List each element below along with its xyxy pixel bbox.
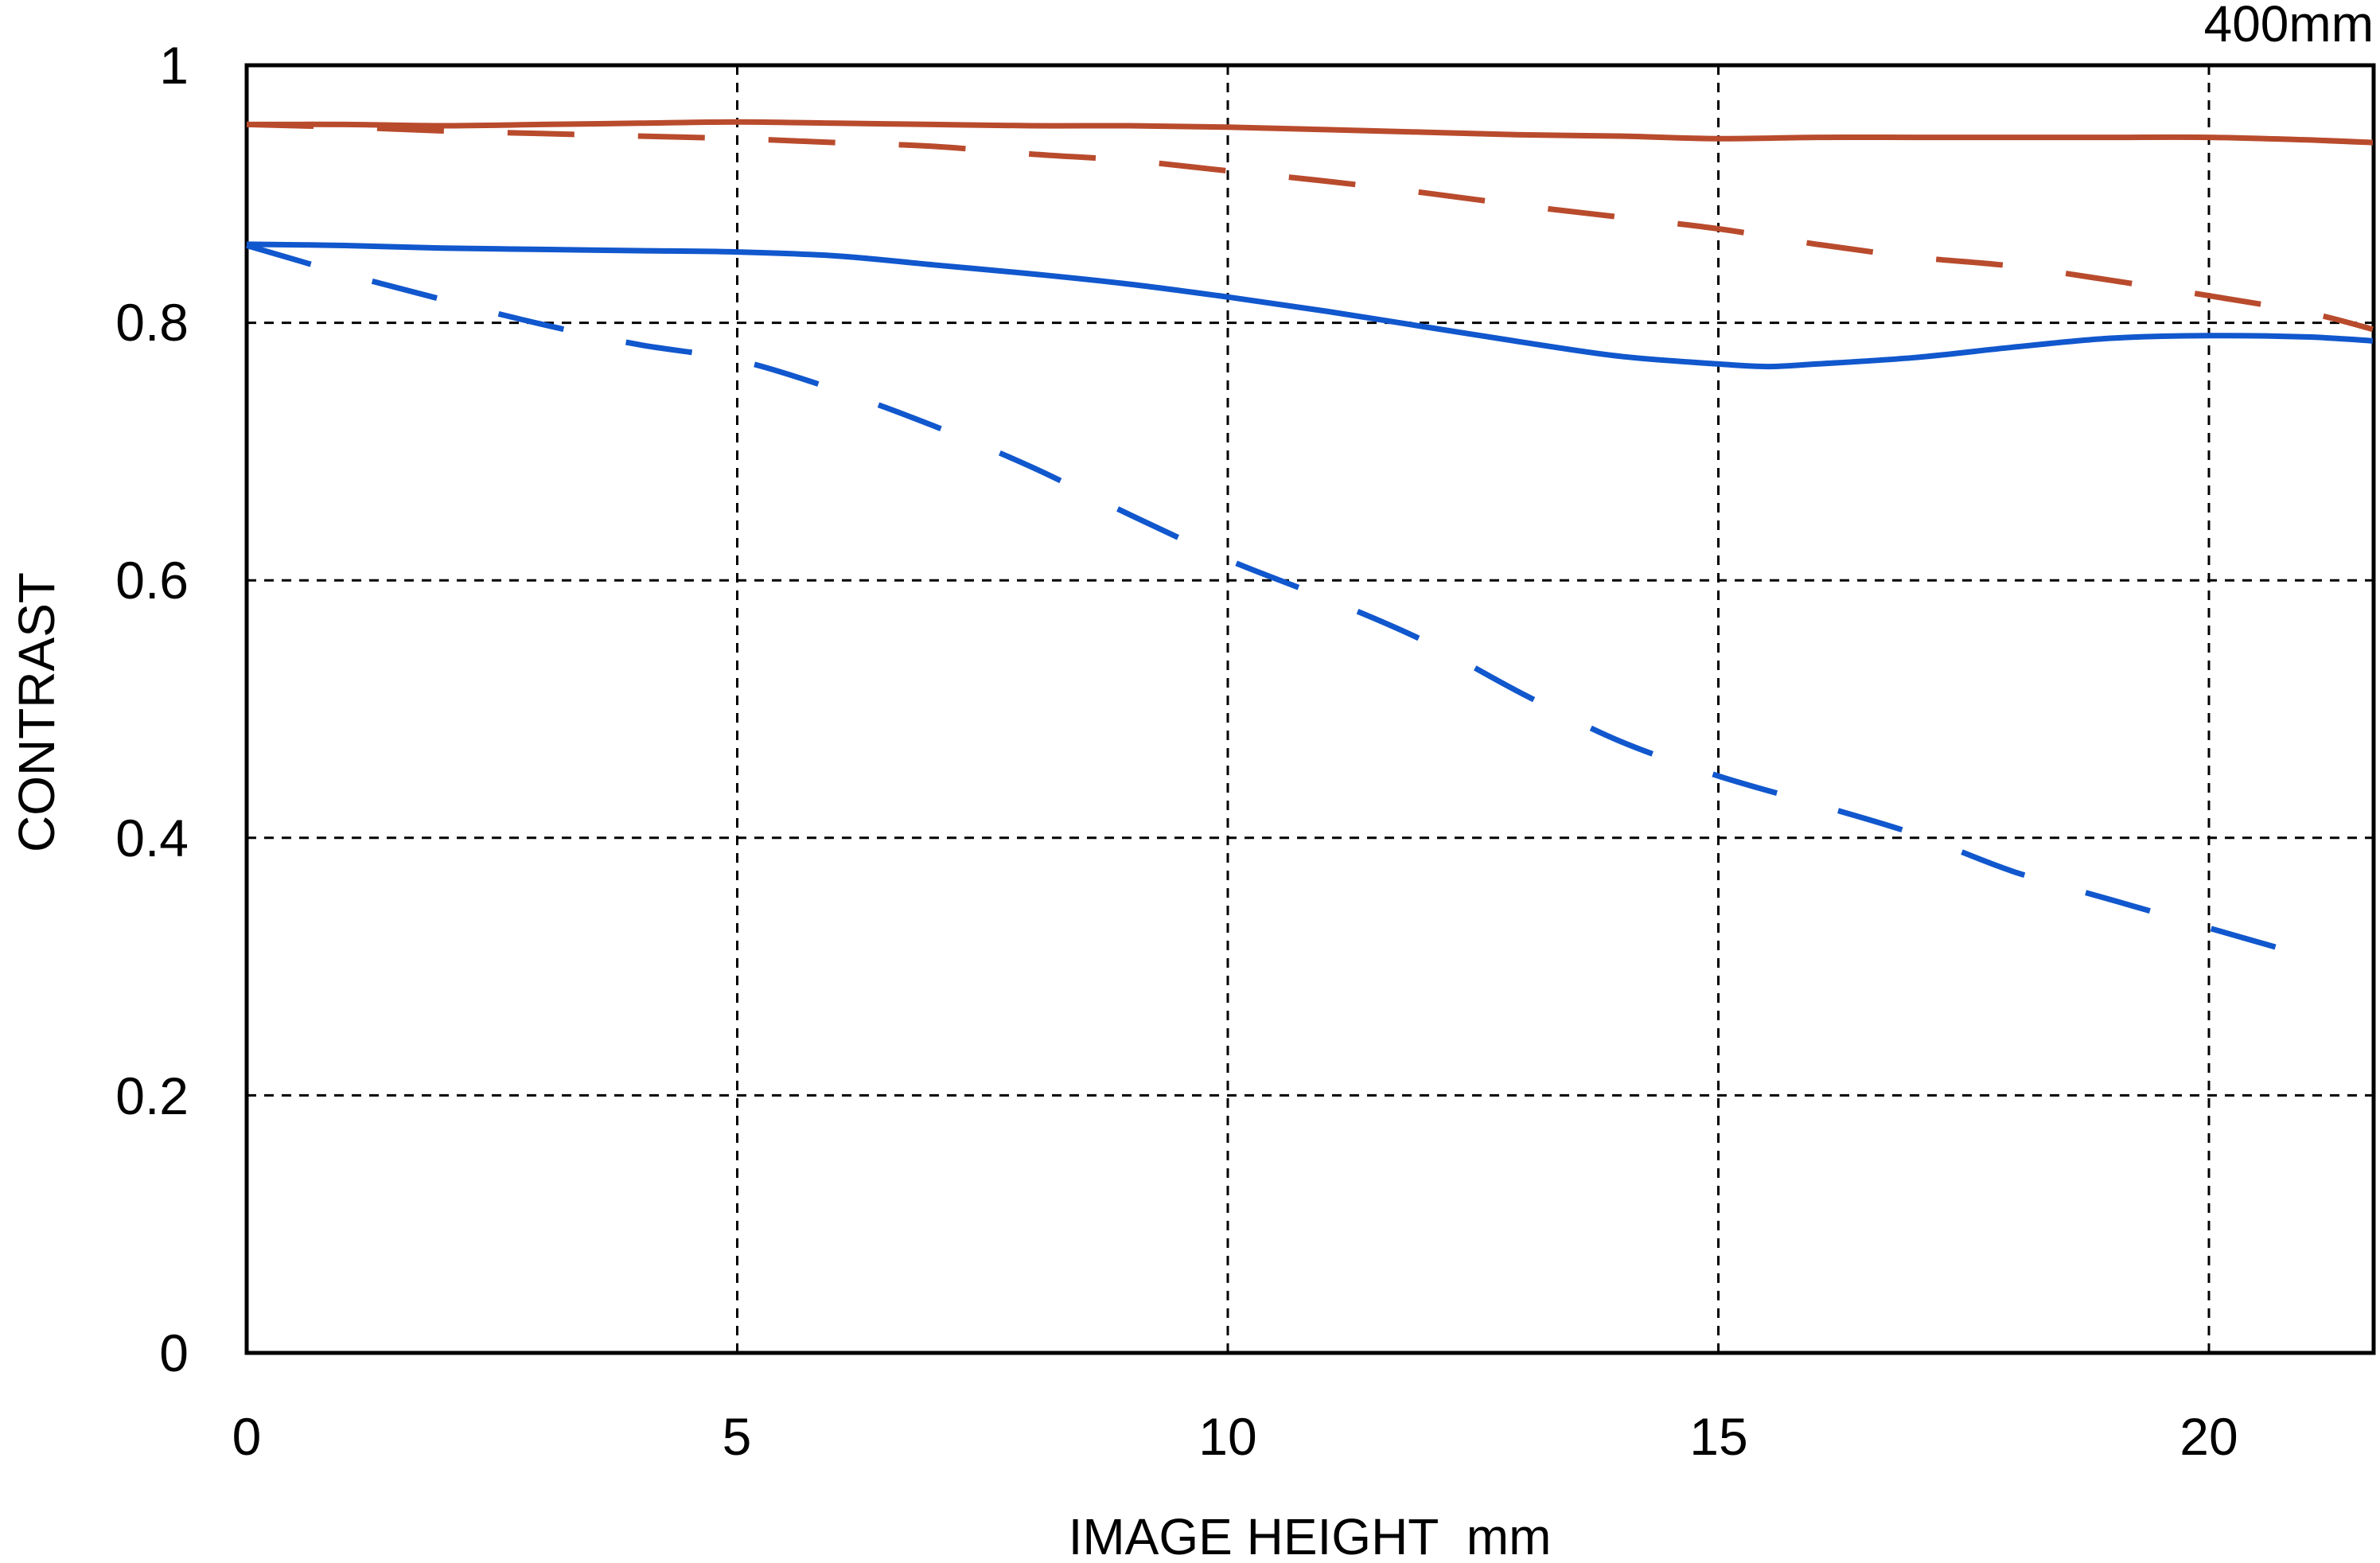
y-tick-label: 1 — [159, 36, 189, 95]
plot-border — [244, 63, 2376, 1355]
curve-blue-solid — [246, 241, 2374, 370]
chart-title: 400mm — [2204, 0, 2374, 53]
curve-red-dashed — [246, 121, 2374, 333]
x-axis-title: IMAGE HEIGHT mm — [1069, 1508, 1552, 1563]
curves — [246, 119, 2374, 965]
y-tick-label: 0 — [159, 1323, 189, 1382]
x-tick-label: 20 — [2179, 1407, 2238, 1466]
y-tick-label: 0.2 — [115, 1066, 189, 1125]
x-tick-label: 0 — [232, 1407, 262, 1466]
y-tick-label: 0.8 — [115, 293, 189, 352]
x-tick-label: 5 — [723, 1407, 752, 1466]
y-axis-title: CONTRAST — [8, 572, 65, 852]
gridlines — [247, 65, 2374, 1353]
y-tick-label: 0.6 — [115, 551, 189, 610]
curve-red-solid — [246, 119, 2374, 146]
y-axis-tick-labels: 1 0.8 0.6 0.4 0.2 0 — [115, 36, 189, 1382]
x-tick-label: 10 — [1198, 1407, 1256, 1466]
x-axis-tick-labels: 0 5 10 15 20 — [232, 1407, 2238, 1466]
curve-blue-dashed — [246, 243, 2324, 965]
y-tick-label: 0.4 — [115, 809, 189, 867]
x-tick-label: 15 — [1689, 1407, 1747, 1466]
